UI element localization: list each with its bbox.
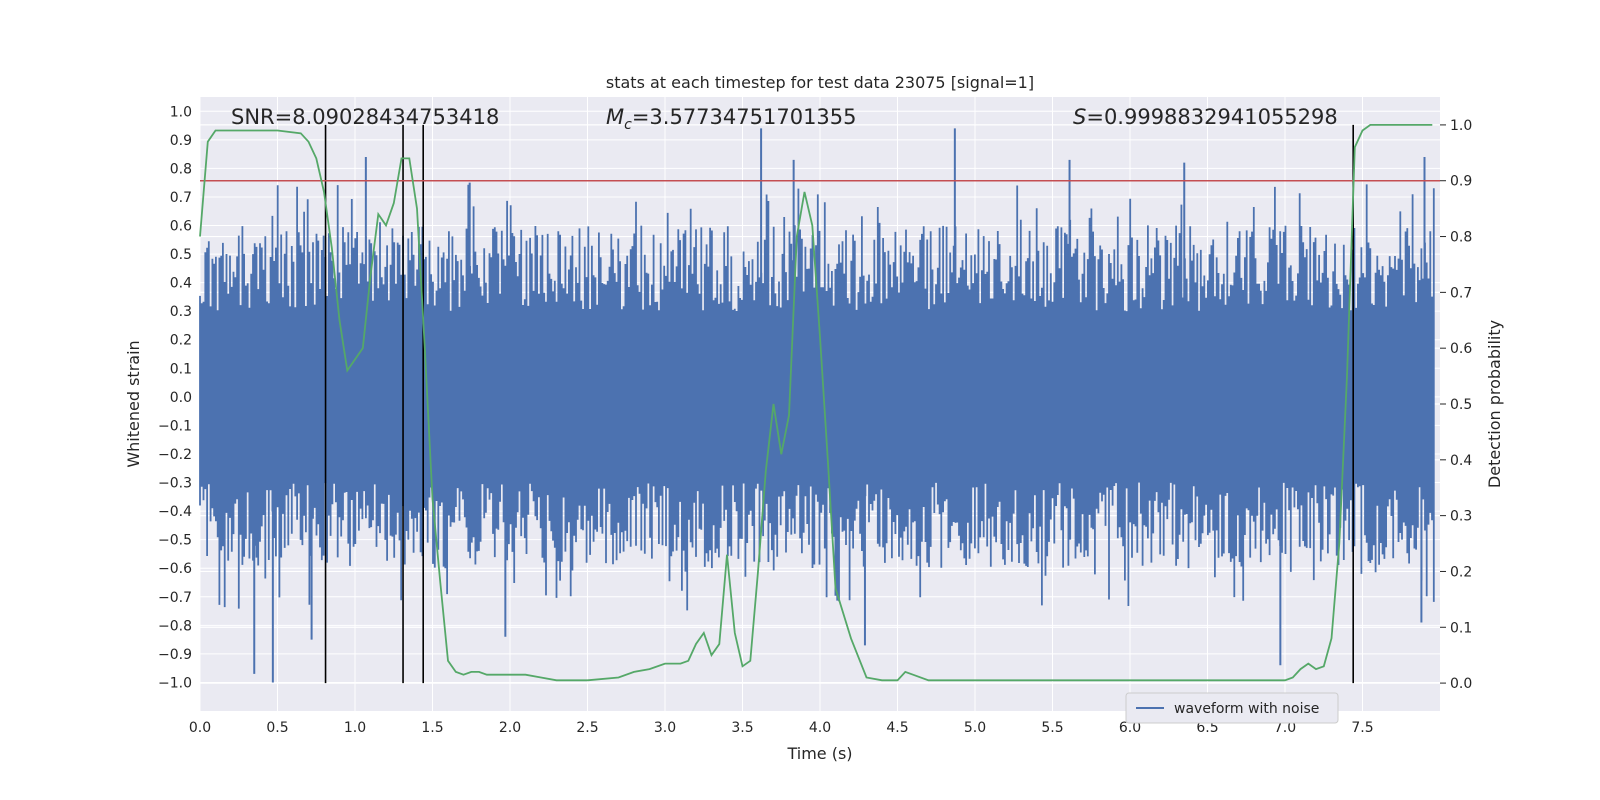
y-left-tick-label: 0.2: [170, 333, 192, 349]
y-right-tick-label: 0.8: [1450, 230, 1472, 246]
y-left-tick-label: −0.5: [158, 533, 192, 549]
x-axis-label: Time (s): [786, 744, 852, 763]
x-tick-labels: 0.0 0.5 1.0 1.5 2.0 2.5 3.0 3.5 4.0 4.5 5.0 5.5 6.0 6…: [189, 720, 1374, 736]
score-annotation: S=0.9998832941055298: [1073, 105, 1338, 129]
y-left-tick-label: −0.1: [158, 418, 192, 434]
waveform-noise: [199, 184, 1435, 611]
snr-annotation: SNR=8.09028434753418: [231, 105, 499, 129]
y-left-tick-label: −0.6: [158, 561, 192, 577]
y-right-tick-label: 0.2: [1450, 564, 1472, 580]
x-tick-label: 1.5: [421, 720, 443, 736]
y-left-tick-label: −0.9: [158, 647, 192, 663]
y-left-tick-labels: 1.0 0.9 0.8 0.7 0.6 0.5 0.4 0.3 0.2 0.1 0.0 −0.1 −0.…: [158, 104, 192, 691]
y-right-tick-label: 0.7: [1450, 285, 1472, 301]
y-right-tick-label: 0.5: [1450, 397, 1472, 413]
x-tick-label: 7.0: [1274, 720, 1296, 736]
y-left-tick-label: 0.3: [170, 304, 192, 320]
y-left-axis-label: Whitened strain: [124, 340, 143, 467]
y-left-tick-label: −0.7: [158, 590, 192, 606]
y-right-tick-label: 0.6: [1450, 341, 1472, 357]
x-tick-label: 0.0: [189, 720, 211, 736]
y-left-tick-label: −1.0: [158, 675, 192, 691]
y-right-tick-label: 1.0: [1450, 118, 1472, 134]
y-left-tick-label: 0.5: [170, 247, 192, 263]
x-tick-label: 2.5: [576, 720, 598, 736]
y-left-tick-label: −0.2: [158, 447, 192, 463]
x-tick-label: 5.5: [1041, 720, 1063, 736]
y-right-tick-labels: 1.0 0.9 0.8 0.7 0.6 0.5 0.4 0.3 0.2 0.1 0.0: [1440, 118, 1472, 692]
x-tick-label: 1.0: [344, 720, 366, 736]
chirp-mass-annotation: Mc=3.57734751701355: [606, 105, 857, 133]
y-right-tick-label: 0.3: [1450, 509, 1472, 525]
legend-box: [1125, 692, 1339, 724]
y-left-tick-label: 0.9: [170, 133, 192, 149]
legend: waveform with noise: [1125, 692, 1339, 724]
x-tick-label: 6.5: [1196, 720, 1218, 736]
y-left-tick-label: 1.0: [170, 104, 192, 120]
y-left-tick-label: −0.3: [158, 476, 192, 492]
x-tick-label: 7.5: [1351, 720, 1373, 736]
x-tick-label: 3.5: [731, 720, 753, 736]
y-left-tick-label: 0.8: [170, 161, 192, 177]
y-left-tick-label: −0.8: [158, 618, 192, 634]
y-right-axis-label: Detection probability: [1485, 320, 1504, 488]
x-tick-label: 6.0: [1119, 720, 1141, 736]
y-right-tick-label: 0.0: [1450, 676, 1472, 692]
y-left-tick-label: 0.1: [170, 361, 192, 377]
x-tick-label: 0.5: [266, 720, 288, 736]
legend-label: waveform with noise: [1174, 701, 1319, 717]
y-right-tick-label: 0.4: [1450, 453, 1472, 469]
chart-title: stats at each timestep for test data 230…: [606, 73, 1034, 92]
y-left-tick-label: 0.0: [170, 390, 192, 406]
probability-series: [199, 124, 1433, 682]
x-tick-label: 3.0: [654, 720, 676, 736]
y-right-tick-label: 0.9: [1450, 174, 1472, 190]
x-tick-label: 4.0: [809, 720, 831, 736]
y-left-tick-label: 0.7: [170, 190, 192, 206]
x-tick-label: 5.0: [964, 720, 986, 736]
y-left-tick-label: 0.4: [170, 276, 192, 292]
y-left-tick-label: −0.4: [158, 504, 192, 520]
x-tick-label: 4.5: [886, 720, 908, 736]
x-tick-label: 2.0: [499, 720, 521, 736]
waveform-series: [199, 128, 1435, 683]
y-right-tick-label: 0.1: [1450, 620, 1472, 636]
y-left-tick-label: 0.6: [170, 219, 192, 235]
